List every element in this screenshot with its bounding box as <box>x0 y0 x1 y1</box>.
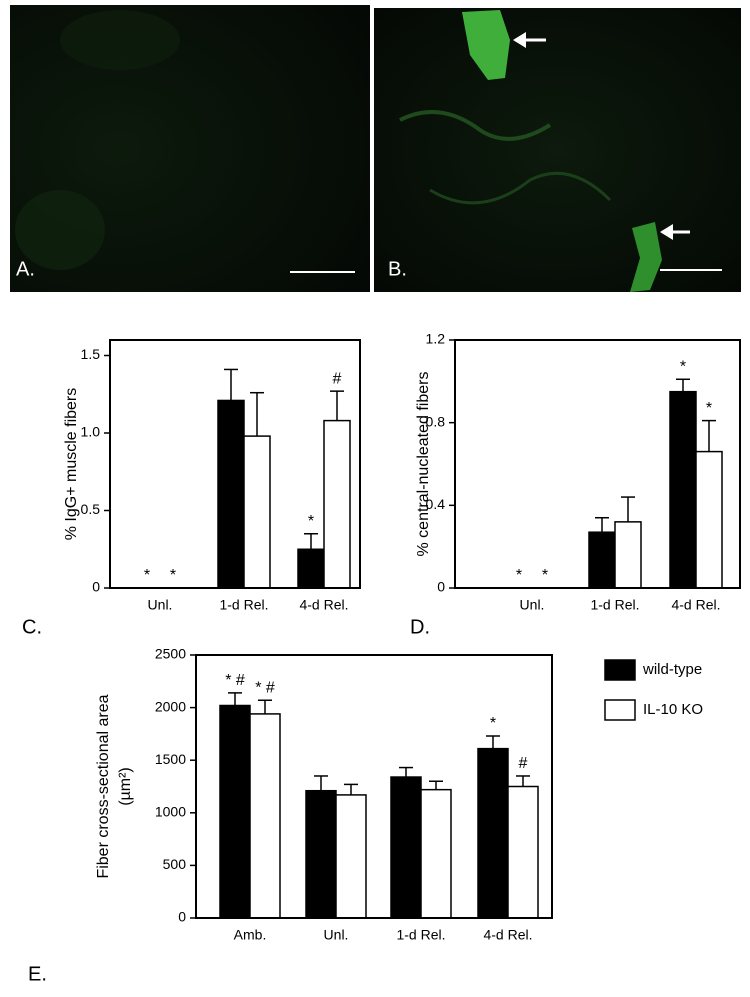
y-tick-label: 0.4 <box>426 496 446 512</box>
x-tick-label: Unl. <box>324 927 349 943</box>
y-axis-label: (µm²) <box>117 767 134 806</box>
bar <box>217 399 245 589</box>
bar <box>477 747 509 919</box>
annotation: * <box>490 715 496 732</box>
x-tick-label: 1-d Rel. <box>396 927 445 943</box>
y-tick-label: 1.2 <box>426 331 446 347</box>
bar <box>219 704 251 919</box>
bar <box>669 390 697 589</box>
y-axis-label: % IgG+ muscle fibers <box>63 388 80 541</box>
bar <box>335 794 367 919</box>
bar <box>390 776 422 919</box>
legend-label: IL-10 KO <box>643 701 703 718</box>
x-tick-label: 1-d Rel. <box>590 597 639 613</box>
y-tick-label: 2500 <box>155 646 186 662</box>
annotation: * <box>308 513 314 530</box>
legend-swatch <box>604 659 636 681</box>
image-b: B. <box>374 8 741 292</box>
bar <box>507 785 539 919</box>
x-tick-label: 4-d Rel. <box>483 927 532 943</box>
bar <box>249 713 281 919</box>
legend-label: wild-type <box>642 661 702 678</box>
bar <box>614 521 642 589</box>
annotation: * <box>516 567 522 584</box>
image-a: A. <box>10 5 370 292</box>
panel-label: C. <box>22 616 42 638</box>
bar <box>305 789 337 919</box>
bar <box>323 419 351 589</box>
bar <box>420 788 452 919</box>
plot-frame <box>454 339 741 589</box>
annotation: * # <box>225 672 245 689</box>
y-tick-label: 0 <box>437 579 445 595</box>
annotation: * <box>170 567 176 584</box>
y-tick-label: 500 <box>163 856 187 872</box>
annotation: * <box>144 567 150 584</box>
annotation: * # <box>255 679 275 696</box>
y-tick-label: 1500 <box>155 751 186 767</box>
y-axis-label: % central-nucleated fibers <box>415 372 432 557</box>
image-label: A. <box>16 258 35 280</box>
y-tick-label: 0.5 <box>81 501 101 517</box>
y-tick-label: 2000 <box>155 698 186 714</box>
annotation: # <box>519 755 528 772</box>
annotation: * <box>542 567 548 584</box>
y-tick-label: 0 <box>92 579 100 595</box>
plot-frame <box>195 654 553 919</box>
y-tick-label: 0 <box>178 909 186 925</box>
y-axis-label: Fiber cross-sectional area <box>95 694 112 878</box>
annotation: * <box>680 358 686 375</box>
legend-swatch <box>604 699 636 721</box>
panel-label: D. <box>410 616 430 638</box>
annotation: # <box>333 370 342 387</box>
image-label: B. <box>388 258 407 280</box>
x-tick-label: Unl. <box>148 597 173 613</box>
x-tick-label: Amb. <box>234 927 267 943</box>
annotation: * <box>706 400 712 417</box>
panel-label: E. <box>28 963 47 985</box>
plot-frame <box>109 339 361 589</box>
x-tick-label: 4-d Rel. <box>671 597 720 613</box>
y-tick-label: 0.8 <box>426 413 446 429</box>
y-tick-label: 1.0 <box>81 424 101 440</box>
y-tick-label: 1000 <box>155 804 186 820</box>
bar <box>588 531 616 589</box>
x-tick-label: 1-d Rel. <box>219 597 268 613</box>
bar <box>695 450 723 589</box>
x-tick-label: 4-d Rel. <box>299 597 348 613</box>
x-tick-label: Unl. <box>520 597 545 613</box>
y-tick-label: 1.5 <box>81 346 101 362</box>
bar <box>243 435 271 589</box>
bar <box>297 548 325 589</box>
